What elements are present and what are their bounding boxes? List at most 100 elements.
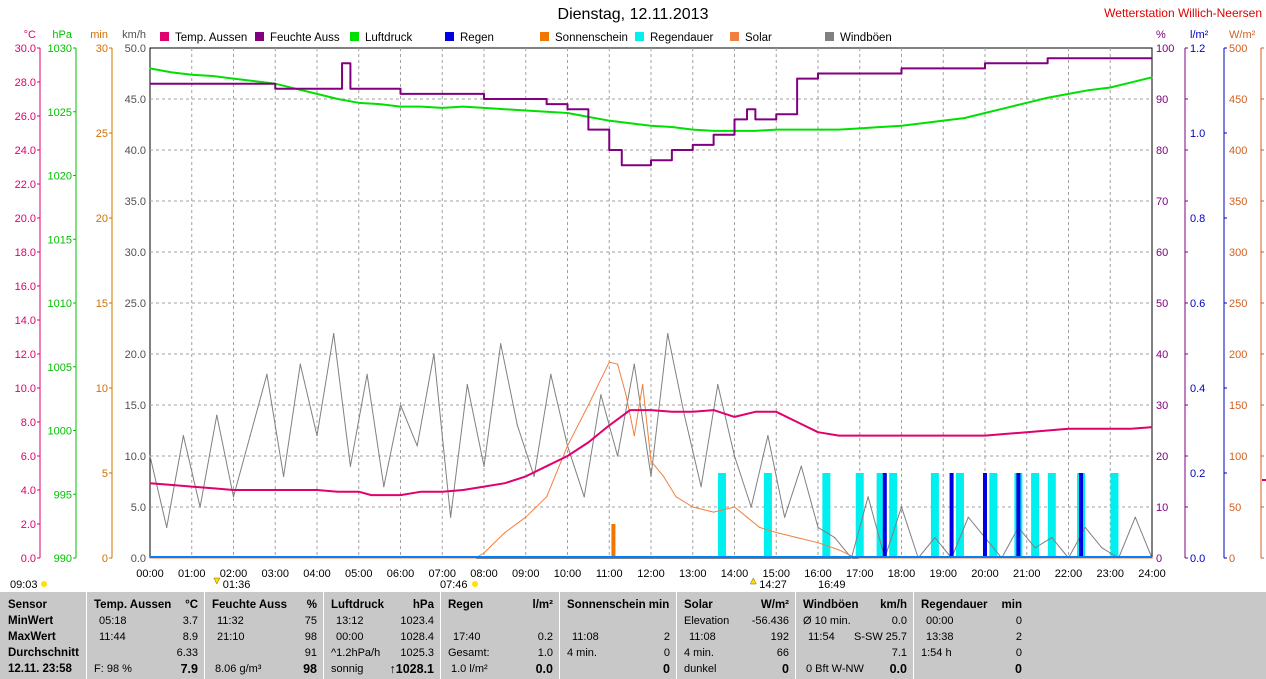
axis-tick-min: 25 [96,128,108,140]
humidity-line-point [316,88,318,90]
axis-tick-temp: 20.0 [15,213,36,225]
axis-tick-pressure: 1015 [48,234,72,246]
solar-line-point [692,506,694,508]
axis-tick-wm2: 250 [1229,298,1247,310]
pressure-line-point [546,111,548,113]
stats-header-pressure: Luftdruck [331,599,385,611]
humidity-line-point [546,103,548,105]
x-tick-label: 12:00 [637,568,665,580]
temp-line-point [420,491,422,493]
axis-tick-wm2: 400 [1229,145,1247,157]
axis-tick-temp: 4.0 [21,485,36,497]
gust-line-point [900,506,903,508]
gust-line-point [232,496,235,498]
temp-line-point [754,411,756,413]
press-max-time: 00:00 [336,631,364,643]
temp-line-point [316,489,318,491]
axis-tick-min: 20 [96,213,108,225]
legend-swatch [255,32,264,41]
sun-current: 0 [663,662,670,676]
pressure-line-point [420,106,422,108]
axis-unit-percent: % [1156,29,1166,41]
legend-label: Regen [460,32,494,44]
temp-line-point [1005,433,1007,435]
press-trend-value: 1025.3 [400,647,434,659]
pressure-line-point [629,122,631,124]
x-tick-label: 11:00 [596,568,623,580]
stats-unit-temp: °C [185,599,198,611]
stats-col-rain: Regen l/m² 17:40 0.2 Gesamt: 1.0 1.0 l/m… [441,592,560,679]
axis-tick-lm2: 1.0 [1190,128,1205,140]
axis-tick-pressure: 1000 [48,426,72,438]
raindur-bar [1110,473,1119,558]
legend-swatch [445,32,454,41]
pressure-line-point [379,103,381,105]
pressure-line-point [650,125,652,127]
raindur-bar [822,473,831,558]
stats-unit-humidity: % [306,599,317,611]
humidity-line-point [817,72,819,75]
temp-line-point [295,489,297,491]
legend-swatch [540,32,549,41]
x-tick-label: 03:00 [261,568,289,580]
gust-line-point [316,435,318,437]
x-tick-label: 13:00 [679,568,707,580]
rain-max-time: 17:40 [453,631,481,643]
gust-line-point [550,373,552,375]
hum-current: 98 [303,662,317,676]
humidity-line-point [1109,57,1111,59]
pressure-line-point [232,78,235,80]
gust-line-point [466,384,468,386]
solar-line-point [566,445,569,447]
humidity-line-point [232,83,235,85]
stats-table: Sensor MinWert MaxWert Durchschnitt 12.1… [0,592,1266,679]
x-tick-label: 06:00 [387,568,415,580]
raindur-bar [955,473,964,558]
pressure-line-point [713,130,715,132]
sun-dot [41,581,47,587]
pressure-line-point [212,75,214,77]
x-tick-label: 18:00 [888,568,916,580]
rain-current: 0.0 [535,662,553,676]
humidity-line-point [900,67,903,69]
temp-line-point [650,409,652,411]
humidity-line-point [525,98,527,100]
humidity-line-point [621,164,623,166]
temp-line-point [692,411,694,413]
x-tick-label: 19:00 [929,568,957,580]
solar-line-point [633,435,635,437]
gust-line-point [717,384,719,386]
axis-tick-percent: 0 [1156,553,1162,565]
stats-col-pressure: Luftdruck hPa 13:12 1023.4 00:00 1028.4 … [324,592,441,679]
raindur-min-time: 00:00 [926,615,954,627]
axis-tick-percent: 30 [1156,400,1168,412]
gust-max-value: 25.7 [885,631,907,643]
temp-line-point [462,489,464,491]
temp-line-point [629,409,631,411]
axis-tick-percent: 60 [1156,247,1168,259]
legend-label: Temp. Aussen [175,32,247,44]
gust-line-point [182,435,184,437]
chart-title: Dienstag, 12.11.2013 [557,6,709,23]
pressure-line-point [525,109,527,112]
row-label-avg: Durchschnitt [8,647,79,659]
gust-line-point [249,435,251,437]
temp-min-value: 3.7 [182,615,198,627]
humidity-line-point [566,108,569,110]
axis-tick-temp: 30.0 [15,43,36,55]
axis-tick-lm2: 0.2 [1190,468,1205,480]
stats-col-raindur: Regendauer min 00:00 0 13:38 2 1:54 h 0 … [914,592,1028,679]
press-min-time: 13:12 [336,615,364,627]
axis-tick-lm2: 0.6 [1190,298,1205,310]
temp-line-point [170,484,172,486]
humidity-line-point [713,134,715,136]
humidity-line-point [337,88,339,90]
axis-tick-temp: 10.0 [15,383,36,395]
axis-tick-pressure: 1025 [48,107,72,119]
pressure-line-point [337,98,339,100]
sun-4min-value: 0 [663,647,670,659]
x-tick-label: 02:00 [220,568,248,580]
pressure-line-point [1047,97,1049,99]
axis-tick-min: 10 [96,383,108,395]
x-tick-label: 08:00 [470,568,498,580]
